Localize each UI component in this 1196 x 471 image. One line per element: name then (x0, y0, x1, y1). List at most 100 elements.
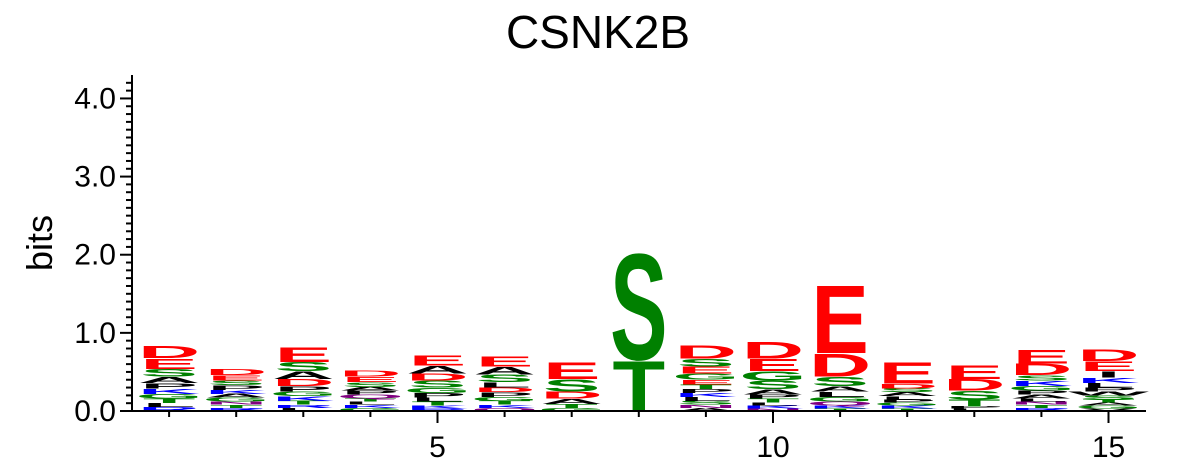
logo-letter-E: E (140, 355, 197, 372)
logo-letter-E: E (1013, 346, 1070, 368)
logo-letter-S: S (878, 387, 935, 393)
y-tick-label: 4.0 (74, 82, 116, 115)
logo-letter-G: G (1075, 405, 1142, 410)
logo-letter-L: L (478, 381, 531, 389)
logo-letter-E: E (878, 356, 935, 390)
logo-letter-A: A (474, 365, 536, 377)
logo-letter-V: V (1080, 408, 1138, 412)
logo-letter-A: A (742, 388, 804, 396)
logo-letter-D: D (541, 390, 603, 401)
logo-letter-L: L (411, 397, 464, 403)
logo-letter-S: S (409, 379, 466, 390)
logo-letter-K: K (272, 395, 334, 402)
y-axis-label: bits (19, 215, 60, 271)
logo-letter-G: G (270, 390, 337, 397)
logo-letter-S: S (275, 360, 332, 375)
logo-letter-G: G (337, 407, 404, 412)
logo-letter-E: E (744, 356, 801, 375)
logo-letter-L: L (881, 395, 934, 400)
logo-letter-E: E (946, 361, 1003, 383)
logo-letter-P: P (744, 394, 801, 400)
logo-letter-S: S (610, 223, 667, 393)
logo-letter-G: G (136, 393, 203, 400)
logo-letter-L: L (814, 390, 867, 398)
logo-letter-A: A (876, 391, 938, 397)
logo-letter-P: P (476, 391, 533, 398)
logo-letter-R: R (1010, 407, 1072, 412)
logo-letter-Q: Q (337, 394, 404, 400)
logo-letter-T: T (411, 401, 464, 407)
logo-letter-D: D (138, 342, 200, 361)
logo-letter-S: S (677, 400, 734, 406)
logo-letter-S: S (744, 378, 801, 391)
logo-letter-Q: Q (807, 401, 874, 407)
y-tick-label: 2.0 (74, 239, 116, 272)
logo-letter-D: D (809, 347, 871, 384)
logo-letter-S: S (342, 381, 399, 388)
logo-letter-K: K (339, 404, 401, 409)
logo-letter-A: A (1077, 402, 1139, 407)
x-tick-label: 10 (756, 431, 789, 464)
logo-letter-S: S (207, 379, 264, 386)
logo-letter-N: N (675, 404, 737, 409)
logo-letter-P: P (677, 388, 734, 394)
logo-letter-G: G (538, 407, 605, 412)
logo-letter-L: L (277, 407, 330, 412)
logo-letter-A: A (339, 386, 401, 392)
logo-letter-A: A (406, 364, 468, 376)
logo-letter-S: S (543, 376, 600, 395)
logo-letter-P: P (1013, 390, 1070, 396)
logo-letter-G: G (807, 396, 874, 403)
logo-letter-S: S (946, 389, 1003, 402)
logo-letter-D: D (474, 386, 536, 393)
logo-letter-L: L (948, 408, 1001, 412)
logo-letter-A: A (138, 375, 200, 385)
logo-letter-T: T (277, 400, 330, 406)
logo-letter-K: K (138, 387, 200, 395)
logo-letter-P: P (1080, 387, 1137, 393)
logo-letter-T: T (545, 403, 598, 409)
logo-letter-A: A (809, 385, 871, 393)
logo-letter-T: T (948, 398, 1001, 409)
logo-letter-G: G (874, 402, 941, 407)
logo-letter-K: K (474, 404, 536, 409)
logo-letter-Q: Q (471, 407, 538, 412)
logo-letter-G: G (1008, 385, 1075, 392)
logo-letter-D: D (339, 369, 401, 379)
logo-letter-S: S (476, 372, 533, 384)
logo-letter-R: R (272, 404, 334, 409)
logo-letter-D: D (742, 337, 804, 363)
logo-letter-N: N (205, 401, 267, 406)
logo-letter-R: R (205, 407, 267, 412)
logo-letter-E: E (409, 352, 466, 369)
logo-letter-G: G (404, 386, 471, 394)
logo-letter-P: P (342, 390, 399, 396)
logo-letter-E: E (1080, 359, 1137, 375)
logo-letter-K: K (876, 405, 938, 410)
logo-letter-A: A (675, 407, 737, 412)
logo-letter-P: P (878, 398, 935, 403)
logo-letter-L: L (680, 396, 733, 402)
logo-letter-G: G (672, 372, 739, 382)
logo-letter-S: S (1080, 394, 1137, 400)
logo-letter-T: T (143, 397, 196, 404)
y-axis: 0.0 1.0 2.0 3.0 4.0 (74, 75, 133, 428)
logo-letter-S: S (811, 374, 868, 389)
logo-letter-D: D (406, 372, 468, 383)
logo-letter-T: T (680, 383, 733, 390)
logo-letter-P: P (207, 384, 264, 391)
logo-letter-L: L (143, 402, 196, 408)
logo-letter-K: K (1010, 379, 1072, 387)
logo-letter-K: K (809, 405, 871, 410)
x-tick-label: 15 (1092, 431, 1125, 464)
logo-letter-A: A (1010, 394, 1072, 400)
y-tick-label: 3.0 (74, 161, 116, 194)
logo-letter-K: K (1077, 376, 1139, 384)
